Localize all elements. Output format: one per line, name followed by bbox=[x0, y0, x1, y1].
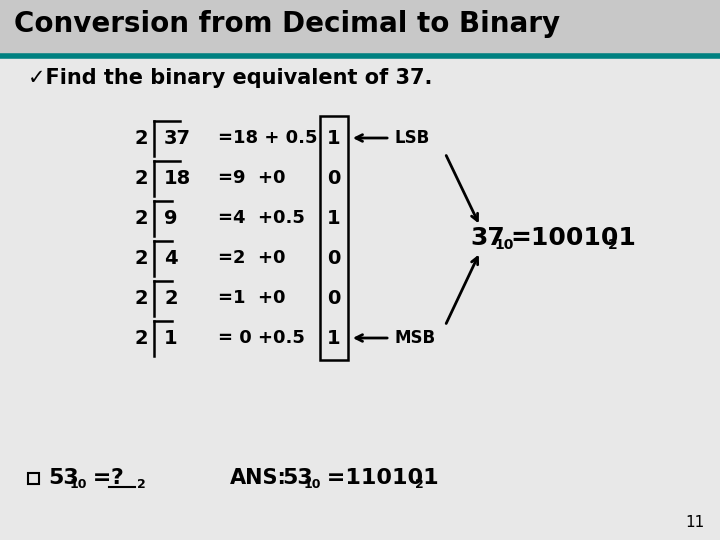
Text: 2: 2 bbox=[137, 477, 145, 490]
Text: = 0 +0.5: = 0 +0.5 bbox=[218, 329, 305, 347]
Text: =: = bbox=[85, 468, 112, 488]
Text: =110101: =110101 bbox=[319, 468, 438, 488]
Text: ✓Find the binary equivalent of 37.: ✓Find the binary equivalent of 37. bbox=[28, 68, 433, 88]
Text: ANS:: ANS: bbox=[230, 468, 287, 488]
Text: 11: 11 bbox=[685, 515, 705, 530]
Text: =18 + 0.5: =18 + 0.5 bbox=[218, 129, 318, 147]
Text: 18: 18 bbox=[164, 168, 192, 187]
Text: MSB: MSB bbox=[395, 329, 436, 347]
Text: Conversion from Decimal to Binary: Conversion from Decimal to Binary bbox=[14, 10, 560, 38]
Text: =1  +0: =1 +0 bbox=[218, 289, 286, 307]
Text: 2: 2 bbox=[164, 288, 178, 307]
Text: 0: 0 bbox=[328, 288, 341, 307]
Bar bbox=[28, 472, 39, 483]
Text: 0: 0 bbox=[328, 168, 341, 187]
Text: 2: 2 bbox=[135, 168, 148, 187]
Text: 37: 37 bbox=[164, 129, 191, 147]
Text: 10: 10 bbox=[70, 477, 88, 490]
Text: 0: 0 bbox=[328, 248, 341, 267]
Text: =9  +0: =9 +0 bbox=[218, 169, 286, 187]
Text: 37: 37 bbox=[470, 226, 505, 250]
Text: 2: 2 bbox=[415, 477, 424, 490]
Text: 2: 2 bbox=[135, 288, 148, 307]
Text: 2: 2 bbox=[135, 248, 148, 267]
Text: 2: 2 bbox=[608, 238, 618, 252]
Text: 53: 53 bbox=[48, 468, 78, 488]
Text: 1: 1 bbox=[164, 328, 178, 348]
Text: 4: 4 bbox=[164, 248, 178, 267]
Text: 53: 53 bbox=[282, 468, 312, 488]
Text: 1: 1 bbox=[327, 328, 341, 348]
Text: 1: 1 bbox=[327, 129, 341, 147]
Text: 1: 1 bbox=[327, 208, 341, 227]
Text: 2: 2 bbox=[135, 129, 148, 147]
FancyBboxPatch shape bbox=[0, 0, 720, 55]
Text: ?: ? bbox=[110, 468, 123, 488]
Text: 2: 2 bbox=[135, 328, 148, 348]
Text: =100101: =100101 bbox=[510, 226, 636, 250]
Text: 10: 10 bbox=[494, 238, 513, 252]
Text: =2  +0: =2 +0 bbox=[218, 249, 286, 267]
Text: =4  +0.5: =4 +0.5 bbox=[218, 209, 305, 227]
Text: 2: 2 bbox=[135, 208, 148, 227]
Text: 10: 10 bbox=[304, 477, 322, 490]
Text: 9: 9 bbox=[164, 208, 178, 227]
Text: LSB: LSB bbox=[395, 129, 431, 147]
FancyBboxPatch shape bbox=[320, 116, 348, 360]
